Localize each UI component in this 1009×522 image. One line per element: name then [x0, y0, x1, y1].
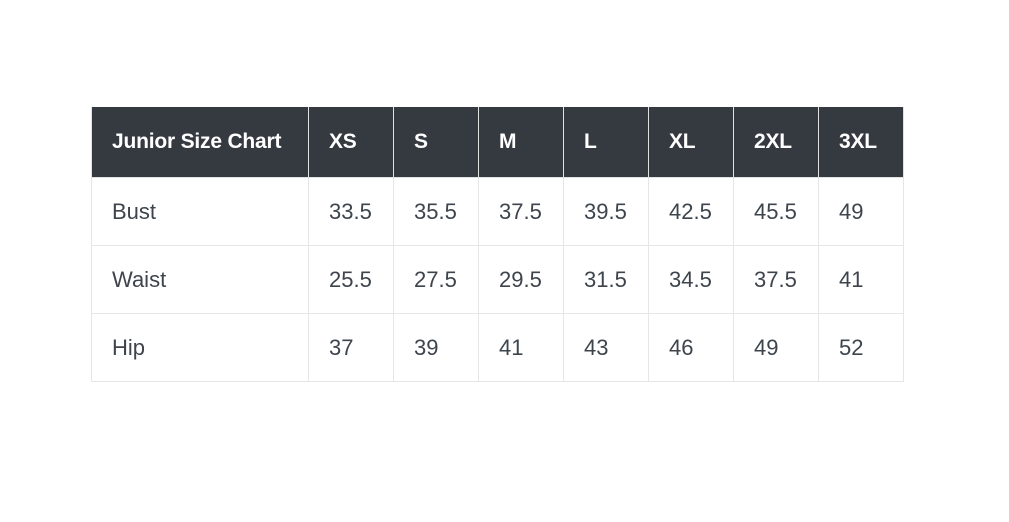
- table-cell: 37: [308, 313, 394, 382]
- column-header-s: S: [393, 107, 479, 178]
- table-row-hip: Hip 37 39 41 43 46 49 52: [91, 313, 904, 382]
- table-cell: 27.5: [393, 245, 479, 314]
- table-cell: 43: [563, 313, 649, 382]
- table-cell: 39.5: [563, 177, 649, 246]
- table-cell: 41: [818, 245, 904, 314]
- table-row-waist: Waist 25.5 27.5 29.5 31.5 34.5 37.5 41: [91, 245, 904, 314]
- table-cell: 49: [818, 177, 904, 246]
- table-cell: 46: [648, 313, 734, 382]
- column-header-l: L: [563, 107, 649, 178]
- column-header-2xl: 2XL: [733, 107, 819, 178]
- table-cell: 37.5: [733, 245, 819, 314]
- table-cell: 37.5: [478, 177, 564, 246]
- column-header-m: M: [478, 107, 564, 178]
- row-label-waist: Waist: [91, 245, 309, 314]
- table-cell: 29.5: [478, 245, 564, 314]
- table-row-bust: Bust 33.5 35.5 37.5 39.5 42.5 45.5 49: [91, 177, 904, 246]
- table-cell: 34.5: [648, 245, 734, 314]
- header-row: Junior Size Chart XS S M L XL 2XL 3XL: [91, 107, 904, 178]
- table-cell: 25.5: [308, 245, 394, 314]
- table-cell: 52: [818, 313, 904, 382]
- row-label-bust: Bust: [91, 177, 309, 246]
- table-cell: 49: [733, 313, 819, 382]
- table-cell: 45.5: [733, 177, 819, 246]
- table-cell: 42.5: [648, 177, 734, 246]
- table-cell: 31.5: [563, 245, 649, 314]
- column-header-xs: XS: [308, 107, 394, 178]
- table-title-cell: Junior Size Chart: [91, 107, 309, 178]
- table-cell: 39: [393, 313, 479, 382]
- table-cell: 35.5: [393, 177, 479, 246]
- junior-size-chart-table: Junior Size Chart XS S M L XL 2XL 3XL Bu…: [91, 107, 904, 382]
- table-cell: 33.5: [308, 177, 394, 246]
- row-label-hip: Hip: [91, 313, 309, 382]
- column-header-3xl: 3XL: [818, 107, 904, 178]
- table-cell: 41: [478, 313, 564, 382]
- column-header-xl: XL: [648, 107, 734, 178]
- size-chart-container: Junior Size Chart XS S M L XL 2XL 3XL Bu…: [91, 107, 904, 382]
